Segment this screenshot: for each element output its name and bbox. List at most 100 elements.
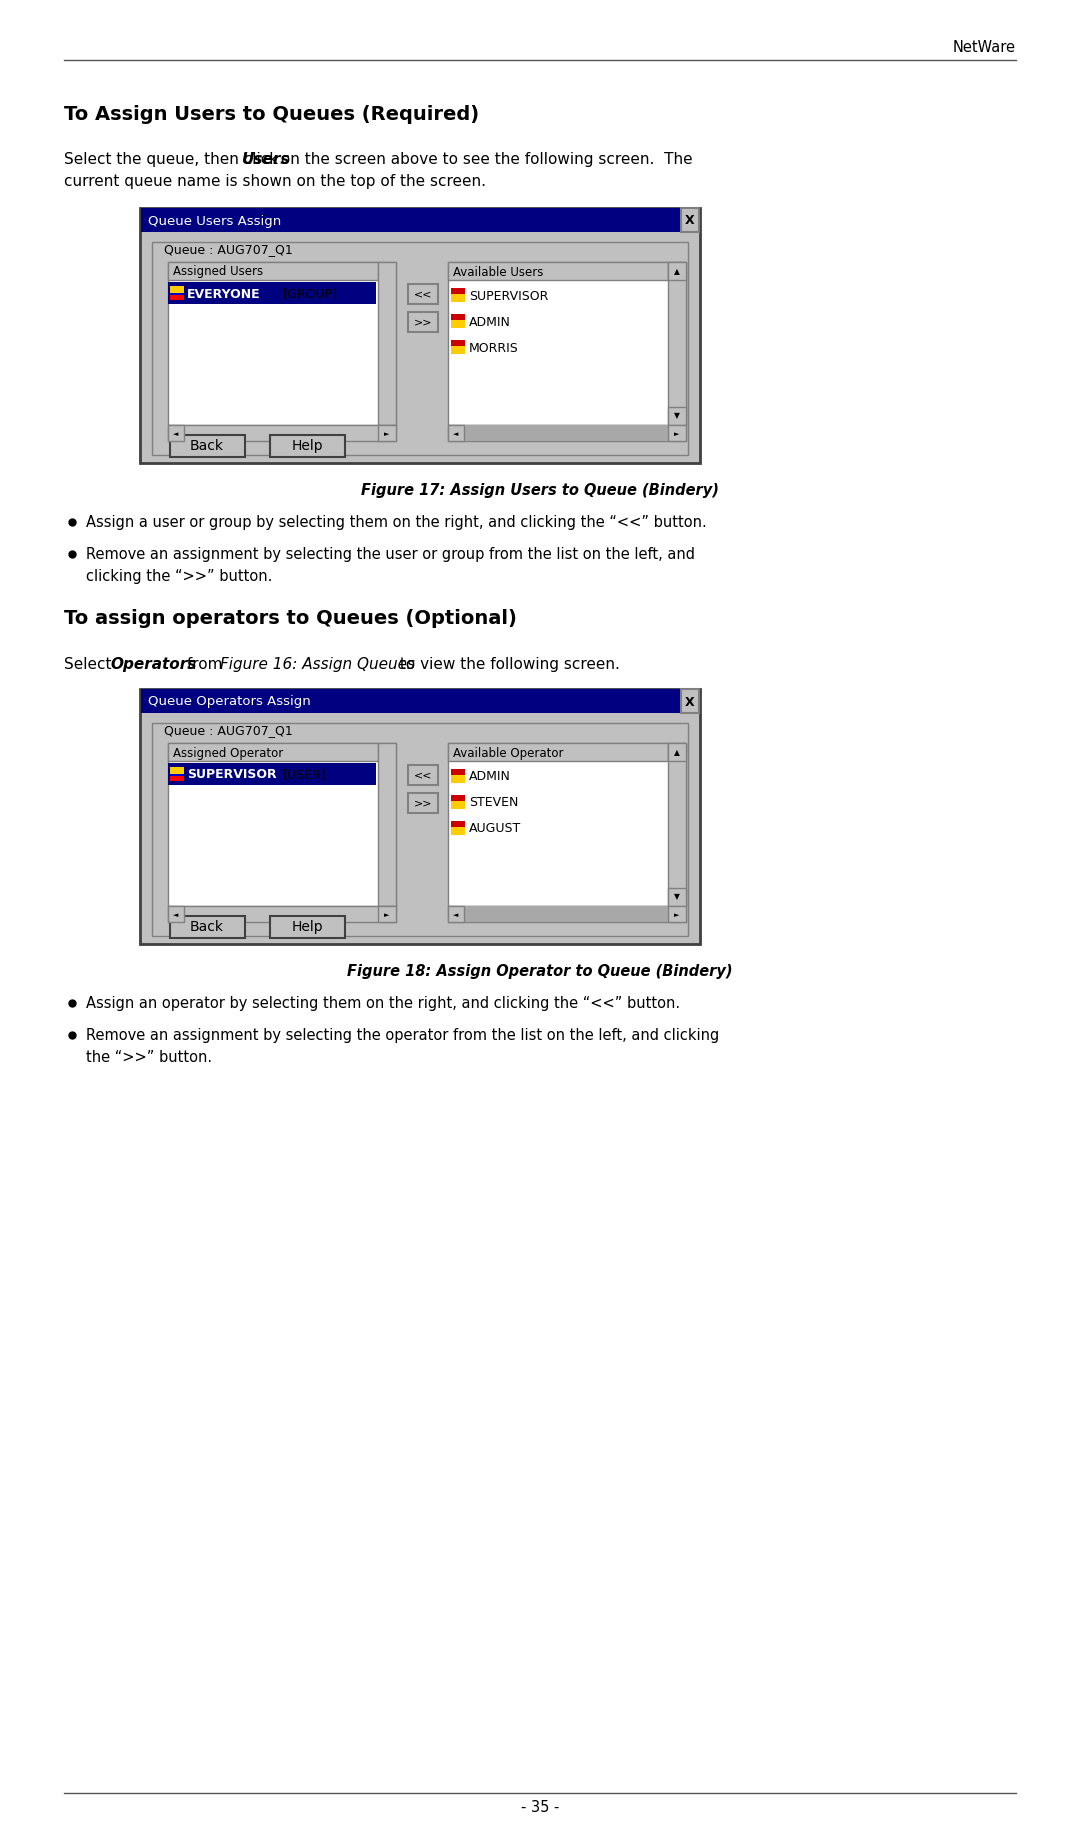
Bar [451, 769, 465, 774]
Text: ▼: ▼ [674, 412, 680, 421]
Bar [451, 822, 465, 827]
Text: AUGUST: AUGUST [469, 822, 522, 836]
Text: Queue : AUG707_Q1: Queue : AUG707_Q1 [164, 725, 293, 738]
Text: Users: Users [242, 151, 291, 168]
Bar [448, 906, 686, 922]
Text: ▲: ▲ [674, 749, 680, 758]
Text: ►: ► [674, 913, 679, 918]
Bar [140, 208, 700, 463]
Text: Back: Back [190, 439, 224, 454]
Text: MORRIS: MORRIS [469, 341, 518, 355]
Text: Assign an operator by selecting them on the right, and clicking the “<<” button.: Assign an operator by selecting them on … [86, 997, 680, 1011]
Bar [448, 262, 686, 425]
Text: ▲: ▲ [674, 268, 680, 277]
Text: To assign operators to Queues (Optional): To assign operators to Queues (Optional) [64, 609, 517, 629]
Text: ▼: ▼ [674, 893, 680, 902]
Bar [669, 743, 686, 762]
Bar [378, 743, 396, 906]
Bar [681, 208, 699, 231]
Text: >>: >> [414, 317, 432, 326]
Bar [408, 793, 438, 813]
Bar [451, 341, 465, 346]
Bar [378, 262, 396, 425]
Bar [408, 284, 438, 304]
Text: Available Users: Available Users [453, 266, 543, 279]
Bar [270, 435, 345, 457]
Bar [168, 425, 396, 441]
Bar [669, 425, 686, 441]
Bar [170, 295, 184, 301]
Text: Queue Operators Assign: Queue Operators Assign [148, 696, 311, 709]
Text: X: X [685, 215, 694, 228]
Bar [170, 767, 184, 774]
Bar [464, 425, 669, 441]
Bar [140, 689, 700, 944]
Bar [448, 262, 669, 281]
Bar [168, 743, 378, 762]
Text: Help: Help [292, 439, 323, 454]
Text: Operators: Operators [110, 658, 197, 672]
Bar [448, 743, 686, 906]
Text: ◄: ◄ [454, 432, 459, 437]
Text: Figure 18: Assign Operator to Queue (Bindery): Figure 18: Assign Operator to Queue (Bin… [348, 964, 732, 978]
Text: [GROUP]: [GROUP] [283, 288, 338, 301]
Bar [448, 425, 686, 441]
Bar [464, 906, 669, 922]
Text: ◄: ◄ [173, 432, 178, 437]
Text: Figure 16: Assign Queues: Figure 16: Assign Queues [220, 658, 415, 672]
Bar [451, 794, 465, 802]
Bar [168, 906, 396, 922]
Bar [152, 242, 688, 456]
Text: Select the queue, then click: Select the queue, then click [64, 151, 283, 168]
Bar [451, 321, 465, 328]
Bar [141, 208, 681, 231]
Bar [152, 723, 688, 937]
Bar [170, 916, 245, 938]
Text: ◄: ◄ [454, 913, 459, 918]
Text: [USER]: [USER] [283, 769, 326, 782]
Text: Figure 17: Assign Users to Queue (Bindery): Figure 17: Assign Users to Queue (Binder… [361, 483, 719, 497]
Text: Remove an assignment by selecting the operator from the list on the left, and cl: Remove an assignment by selecting the op… [86, 1028, 719, 1042]
Bar [170, 286, 184, 301]
Text: NetWare: NetWare [953, 40, 1016, 55]
Bar [168, 763, 376, 785]
Bar [451, 774, 465, 783]
Bar [451, 288, 465, 293]
Bar [669, 906, 686, 922]
Text: ►: ► [384, 913, 390, 918]
Bar [170, 776, 184, 782]
Bar [669, 262, 686, 425]
Text: Help: Help [292, 920, 323, 935]
Text: Assigned Users: Assigned Users [173, 266, 264, 279]
Bar [378, 906, 396, 922]
Text: To Assign Users to Queues (Required): To Assign Users to Queues (Required) [64, 106, 480, 124]
Text: Assigned Operator: Assigned Operator [173, 747, 283, 760]
Bar [669, 887, 686, 906]
Text: Back: Back [190, 920, 224, 935]
Text: <<: << [414, 290, 432, 299]
Bar [168, 282, 376, 304]
Text: STEVEN: STEVEN [469, 796, 518, 809]
Bar [141, 689, 681, 712]
Bar [451, 346, 465, 353]
Bar [448, 425, 464, 441]
Bar [170, 435, 245, 457]
Bar [451, 313, 465, 321]
Bar [448, 743, 669, 762]
Bar [168, 906, 184, 922]
Bar [448, 906, 464, 922]
Bar [408, 312, 438, 332]
Bar [669, 406, 686, 425]
Text: to view the following screen.: to view the following screen. [395, 658, 620, 672]
Text: EVERYONE: EVERYONE [187, 288, 260, 301]
Text: ◄: ◄ [173, 913, 178, 918]
Text: ►: ► [674, 432, 679, 437]
Text: Available Operator: Available Operator [453, 747, 564, 760]
Bar [669, 262, 686, 281]
Bar [170, 286, 184, 293]
Text: <<: << [414, 771, 432, 780]
Bar [270, 916, 345, 938]
Text: current queue name is shown on the top of the screen.: current queue name is shown on the top o… [64, 173, 486, 189]
Text: >>: >> [414, 798, 432, 807]
Text: X: X [685, 696, 694, 709]
